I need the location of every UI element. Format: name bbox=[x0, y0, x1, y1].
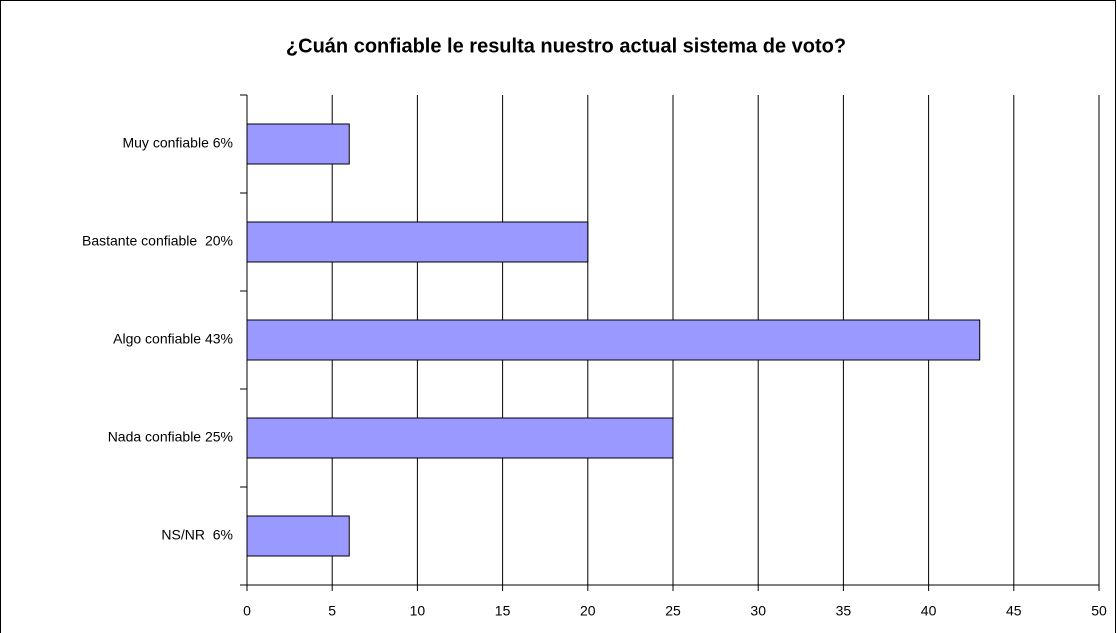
x-tick-label: 20 bbox=[580, 603, 596, 619]
y-tick-label: NS/NR 6% bbox=[161, 527, 233, 543]
x-tick-label: 35 bbox=[836, 603, 852, 619]
bar bbox=[246, 319, 981, 361]
x-tick-label: 5 bbox=[328, 603, 336, 619]
bar bbox=[246, 123, 350, 165]
x-tick-label: 30 bbox=[750, 603, 766, 619]
bar bbox=[246, 417, 674, 459]
y-tick-label: Algo confiable 43% bbox=[113, 331, 233, 347]
x-tick-label: 0 bbox=[243, 603, 251, 619]
x-tick-label: 15 bbox=[495, 603, 511, 619]
chart-title: ¿Cuán confiable le resulta nuestro actua… bbox=[286, 35, 846, 57]
x-tick-label: 10 bbox=[410, 603, 426, 619]
bar bbox=[246, 221, 589, 263]
y-tick-label: Bastante confiable 20% bbox=[82, 233, 233, 249]
x-tick-label: 45 bbox=[1006, 603, 1022, 619]
y-tick-label: Muy confiable 6% bbox=[122, 135, 233, 151]
x-tick-label: 40 bbox=[921, 603, 937, 619]
x-tick-label: 50 bbox=[1091, 603, 1107, 619]
y-tick-label: Nada confiable 25% bbox=[108, 429, 233, 445]
x-tick-label: 25 bbox=[665, 603, 681, 619]
bar bbox=[246, 515, 350, 557]
